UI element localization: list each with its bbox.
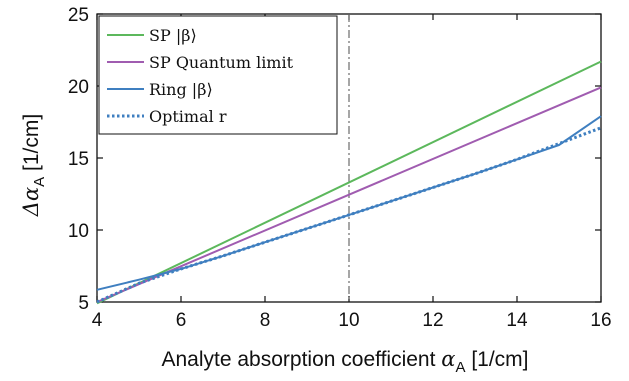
x-axis-label: Analyte absorption coefficient αA [1/cm]: [161, 347, 528, 376]
y-tick-label: 25: [68, 5, 89, 26]
series-line-2: [96, 86, 602, 303]
x-tick-label: 4: [92, 310, 103, 331]
series-layer: [96, 60, 602, 305]
x-tick-label: 6: [176, 310, 187, 331]
ticks: 4 6 8 10 12 14 16 5 10 15 20 25: [68, 5, 612, 331]
series-line-1: [96, 60, 602, 305]
x-tick-label: 10: [338, 310, 359, 331]
legend-label-4: Optimal r: [149, 107, 227, 126]
x-tick-label: 14: [506, 310, 528, 331]
y-tick-label: 10: [68, 221, 89, 242]
series-line-4: [96, 126, 602, 304]
legend: SP |β⟩ SP Quantum limit Ring |β⟩ Optimal r: [98, 15, 338, 135]
y-tick-label: 5: [78, 293, 89, 314]
y-tick-label: 20: [68, 77, 89, 98]
x-tick-label: 8: [260, 310, 271, 331]
legend-label-1: SP |β⟩: [149, 26, 197, 45]
x-tick-label: 16: [590, 310, 611, 331]
legend-label-3: Ring |β⟩: [149, 80, 213, 99]
legend-label-2: SP Quantum limit: [149, 53, 294, 72]
x-tick-label: 12: [422, 310, 443, 331]
y-tick-label: 15: [68, 149, 89, 170]
y-axis-label: ΔαA [1/cm]: [19, 114, 48, 217]
